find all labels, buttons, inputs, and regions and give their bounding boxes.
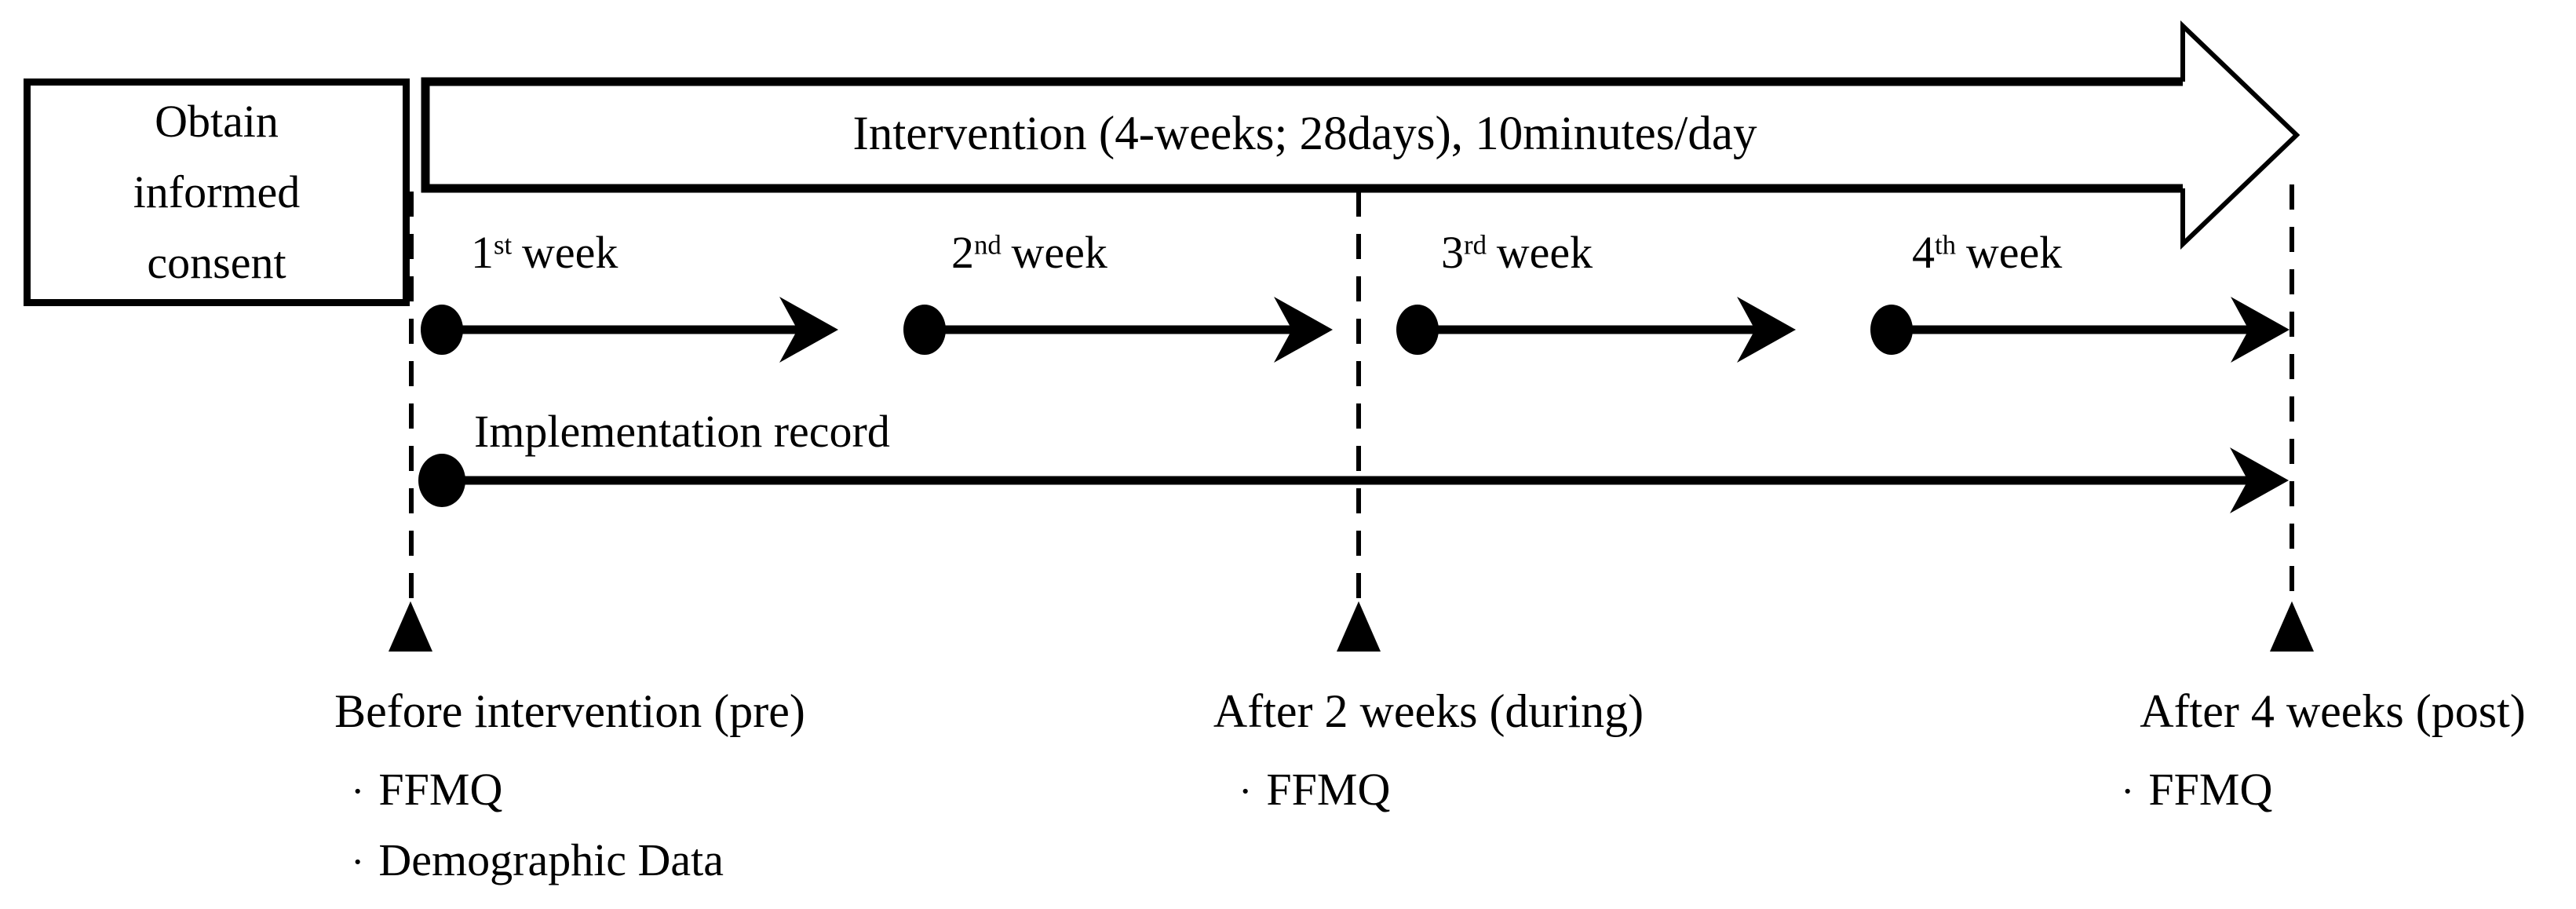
bullet-icon: · bbox=[351, 839, 365, 885]
week-3-arrowhead bbox=[1737, 297, 1796, 363]
assessment-triangle-pre bbox=[389, 601, 432, 652]
assessment-pre-item-ffmq-label: FFMQ bbox=[378, 764, 503, 815]
week-3-ordinal: 3 bbox=[1441, 227, 1464, 278]
week-4-arrowhead bbox=[2231, 297, 2290, 363]
week-2-label: 2nd week bbox=[951, 226, 1107, 279]
assessment-triangle-post bbox=[2270, 601, 2314, 652]
assessment-during-item-ffmq-label: FFMQ bbox=[1266, 764, 1391, 815]
week-2-ordinal: 2 bbox=[951, 227, 974, 278]
assessment-pre-item-ffmq: · FFMQ bbox=[351, 763, 502, 816]
assessment-pre-item-demographic: · Demographic Data bbox=[351, 834, 724, 886]
week-2-ordinal-suffix: nd bbox=[974, 229, 1002, 261]
intervention-arrow-body bbox=[421, 77, 2183, 193]
week-4-word: week bbox=[1965, 227, 2063, 278]
assessment-title-post: After 4 weeks (post) bbox=[2140, 685, 2526, 737]
consent-line-1: Obtain bbox=[155, 96, 279, 148]
consent-line-3: consent bbox=[147, 236, 286, 288]
week-1-arrowhead bbox=[779, 297, 838, 363]
week-4-ordinal: 4 bbox=[1912, 227, 1935, 278]
implementation-record-label: Implementation record bbox=[474, 406, 890, 457]
week-1-ordinal: 1 bbox=[471, 227, 494, 278]
assessment-title-during: After 2 weeks (during) bbox=[1213, 685, 1644, 737]
bullet-icon: · bbox=[351, 768, 365, 814]
week-2-word: week bbox=[1011, 227, 1107, 278]
assessment-during-item-ffmq: · FFMQ bbox=[1239, 763, 1390, 816]
assessment-title-pre: Before intervention (pre) bbox=[334, 685, 805, 737]
consent-line-2: informed bbox=[133, 166, 301, 218]
implementation-arrowhead bbox=[2230, 447, 2289, 513]
assessment-pre-item-demographic-label: Demographic Data bbox=[378, 834, 724, 885]
week-2-arrowhead bbox=[1274, 297, 1333, 363]
week-3-label: 3rd week bbox=[1441, 226, 1593, 279]
bullet-icon: · bbox=[1239, 768, 1253, 814]
week-1-label: 1st week bbox=[471, 226, 618, 279]
week-3-word: week bbox=[1496, 227, 1593, 278]
week-1-ordinal-suffix: st bbox=[494, 229, 513, 261]
obtain-consent-box: Obtain informed consent bbox=[24, 78, 410, 306]
week-1-word: week bbox=[521, 227, 618, 278]
assessment-post-item-ffmq-label: FFMQ bbox=[2148, 764, 2273, 815]
week-3-ordinal-suffix: rd bbox=[1464, 229, 1487, 261]
intervention-arrow-head bbox=[2180, 20, 2301, 250]
bullet-icon: · bbox=[2121, 768, 2135, 814]
week-4-ordinal-suffix: th bbox=[1935, 229, 1957, 261]
assessment-triangle-during bbox=[1337, 601, 1381, 652]
intervention-arrow-label: Intervention (4-weeks; 28days), 10minute… bbox=[852, 108, 1757, 160]
assessment-post-item-ffmq: · FFMQ bbox=[2121, 763, 2272, 816]
week-4-label: 4th week bbox=[1912, 226, 2062, 279]
